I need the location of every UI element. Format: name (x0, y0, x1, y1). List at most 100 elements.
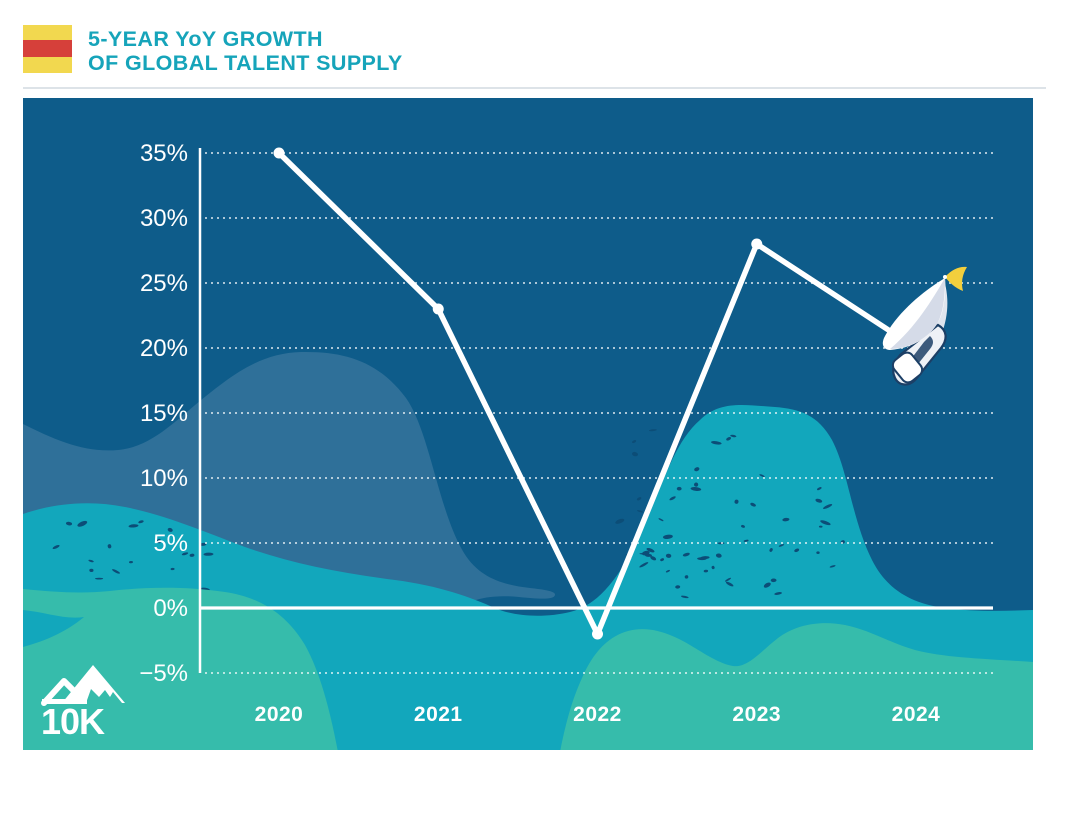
speckle-mark (648, 429, 657, 432)
speckle-mark (632, 451, 638, 457)
header-divider (23, 87, 1046, 89)
speckle-mark (658, 518, 664, 522)
speckle-mark (694, 482, 699, 487)
page-title-line2: OF GLOBAL TALENT SUPPLY (88, 51, 403, 76)
speckle-mark (129, 560, 133, 564)
speckle-mark (636, 497, 642, 501)
speckle-mark (778, 544, 785, 547)
speckle-mark (138, 520, 144, 524)
sailboat-icon (882, 266, 967, 386)
speckle-mark (815, 498, 823, 503)
speckle-mark (769, 548, 773, 552)
speckle-mark (88, 559, 94, 563)
data-point-2021 (432, 303, 444, 315)
speckle-mark (759, 474, 765, 478)
axis-layer (198, 148, 993, 673)
speckle-mark (710, 441, 722, 445)
speckle-mark (156, 538, 162, 544)
y-tick-label: 15% (140, 400, 188, 427)
flag-band-middle (23, 39, 72, 58)
speckle-mark (816, 551, 820, 555)
flag-band-bottom (23, 57, 72, 73)
speckle-mark (730, 434, 737, 438)
speckle-mark (662, 534, 673, 539)
data-point-2022 (592, 628, 603, 640)
speckle-mark (684, 575, 689, 579)
speckle-mark (203, 552, 214, 556)
speckle-mark (694, 467, 700, 472)
speckle-mark (725, 581, 734, 587)
x-tick-label: 2022 (573, 703, 622, 726)
speckle-mark (107, 544, 112, 549)
speckle-mark (823, 504, 833, 509)
y-tick-label: 35% (140, 140, 188, 167)
logo-text: 10K (41, 701, 105, 742)
speckle-mark (763, 582, 771, 588)
speckle-mark (829, 565, 836, 568)
x-tick-label: 2023 (732, 703, 781, 726)
page-title: 5-YEAR YoY GROWTH OF GLOBAL TALENT SUPPL… (88, 27, 403, 75)
speckle-mark (199, 542, 207, 546)
speckle-mark (724, 577, 732, 582)
speckle-mark (665, 553, 672, 558)
y-tick-label: 10% (140, 465, 188, 492)
x-tick-label: 2021 (414, 703, 463, 726)
speckle-mark (774, 592, 782, 595)
speckle-mark (95, 577, 104, 580)
speckle-mark (77, 520, 88, 527)
speckle-mark (112, 569, 120, 574)
speckle-mark (726, 437, 732, 441)
y-tick-label: 0% (153, 595, 188, 622)
speckle-mark (639, 562, 649, 568)
speckle-mark (680, 595, 689, 599)
speckle-mark (741, 524, 745, 528)
x-tick-label: 2020 (255, 703, 304, 726)
wave-green (23, 587, 1033, 750)
speckle-mark (646, 547, 655, 553)
speckle-mark (669, 496, 676, 501)
wave-teal-accent (23, 610, 84, 647)
speckle-mark (170, 567, 175, 571)
speckle-mark (660, 558, 665, 562)
brand-flag-icon (23, 25, 72, 73)
header: 5-YEAR YoY GROWTH OF GLOBAL TALENT SUPPL… (0, 0, 1069, 98)
speckle-mark (711, 565, 715, 570)
speckle-mark (794, 548, 800, 553)
mountain-logo-icon (41, 665, 125, 706)
speckle-mark (637, 510, 644, 513)
data-point-2020 (273, 147, 285, 159)
speckle-mark (89, 568, 94, 573)
brand-logo: 10K (41, 665, 125, 742)
speckle-mark (189, 553, 195, 557)
pennant-flag-icon (945, 266, 967, 291)
speckle-mark (675, 585, 681, 589)
data-point-2023 (751, 238, 763, 250)
y-tick-label: 30% (140, 205, 188, 232)
speckle-mark (734, 499, 739, 504)
speckle-mark (715, 553, 722, 558)
speckle-mark (690, 487, 702, 491)
x-tick-label: 2024 (892, 703, 941, 726)
y-tick-label: −5% (139, 660, 188, 687)
speckle-mark (682, 552, 690, 557)
y-tick-label: 25% (140, 270, 188, 297)
speckle-mark (65, 521, 73, 526)
speckle-mark (181, 552, 189, 556)
y-tick-label: 5% (153, 530, 188, 557)
speckle-mark (676, 486, 682, 491)
speckle-mark (665, 569, 670, 573)
speckle-mark (750, 502, 756, 507)
speckle-mark (167, 527, 173, 532)
y-tick-label: 20% (140, 335, 188, 362)
speckle-mark (817, 487, 822, 491)
speckle-mark (820, 520, 831, 526)
speckle-mark (743, 539, 749, 542)
speckle-mark (632, 440, 637, 444)
speckle-mark (782, 517, 790, 522)
speckle-mark (703, 569, 709, 573)
logo-overline (42, 699, 87, 704)
flag-band-top (23, 25, 72, 40)
speckle-mark (770, 578, 777, 583)
